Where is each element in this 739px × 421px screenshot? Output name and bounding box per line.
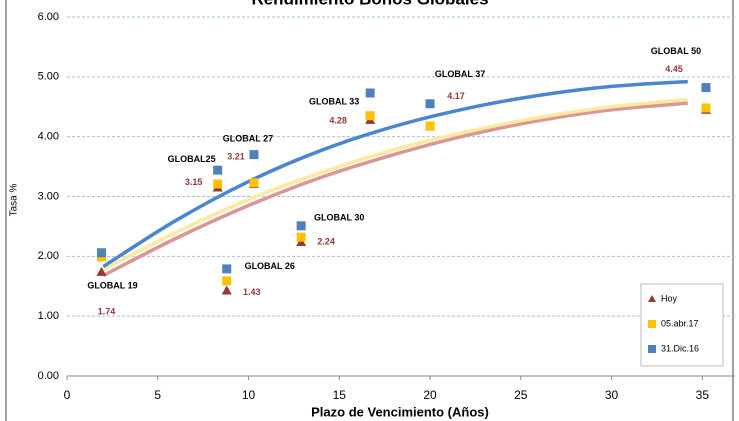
square-marker — [296, 221, 306, 231]
y-tick-label: 3.00 — [38, 190, 59, 202]
y-tick-label: 2.00 — [38, 250, 59, 262]
point-label: GLOBAL 30 — [314, 212, 364, 222]
square-marker — [213, 179, 223, 189]
y-tick-label: 4.00 — [38, 131, 59, 143]
point-label: GLOBAL 26 — [245, 261, 295, 271]
value-label: 1.43 — [243, 287, 261, 297]
square-marker — [701, 83, 711, 93]
square-marker — [365, 111, 375, 121]
square-marker — [213, 165, 223, 175]
value-label: 4.17 — [447, 91, 465, 101]
trendline — [102, 97, 688, 272]
value-label: 4.45 — [665, 64, 683, 74]
square-marker — [296, 232, 306, 242]
x-tick-label: 0 — [64, 388, 71, 402]
x-tick-label: 15 — [333, 388, 347, 402]
value-label: 3.21 — [227, 151, 245, 161]
square-marker — [249, 178, 259, 188]
x-tick-label: 30 — [605, 388, 619, 402]
x-tick-label: 10 — [242, 388, 256, 402]
y-tick-label: 6.00 — [38, 11, 59, 23]
trendline — [102, 101, 688, 278]
point-label: GLOBAL 19 — [87, 280, 137, 290]
square-marker — [96, 248, 106, 258]
x-axis-label: Plazo de Vencimiento (Años) — [311, 404, 489, 419]
point-label: GLOBAL 33 — [309, 96, 359, 106]
legend-swatch — [648, 295, 656, 302]
square-marker — [425, 99, 435, 109]
legend-swatch — [648, 320, 656, 328]
point-label: GLOBAL 27 — [223, 133, 273, 143]
y-tick-label: 1.00 — [38, 310, 59, 322]
legend-label: Hoy — [661, 293, 678, 303]
triangle-marker — [96, 266, 107, 276]
y-axis-label: Tasa % — [9, 183, 20, 216]
square-marker — [365, 88, 375, 98]
square-marker — [222, 264, 232, 274]
legend-swatch — [648, 345, 656, 353]
x-tick-label: 35 — [696, 388, 710, 402]
point-label: GLOBAL 50 — [651, 46, 701, 56]
x-tick-label: 5 — [154, 388, 161, 402]
legend-label: 31.Dic.16 — [661, 343, 699, 353]
square-marker — [249, 150, 259, 160]
legend-label: 05.abr.17 — [661, 318, 699, 328]
point-label: GLOBAL25 — [168, 154, 216, 164]
x-tick-label: 25 — [514, 388, 528, 402]
triangle-marker — [221, 285, 232, 295]
y-tick-label: 0.00 — [38, 370, 59, 382]
value-label: 3.15 — [185, 177, 203, 187]
square-marker — [701, 103, 711, 113]
chart-title: Rendimiento Bonos Globales — [251, 0, 488, 8]
x-tick-label: 20 — [423, 388, 437, 402]
trendline — [102, 79, 688, 268]
value-label: 2.24 — [317, 236, 335, 246]
point-label: GLOBAL 37 — [435, 69, 485, 79]
value-label: 1.74 — [98, 306, 116, 316]
square-marker — [425, 121, 435, 131]
square-marker — [222, 276, 232, 286]
y-tick-label: 5.00 — [38, 71, 59, 83]
value-label: 4.28 — [329, 115, 347, 125]
